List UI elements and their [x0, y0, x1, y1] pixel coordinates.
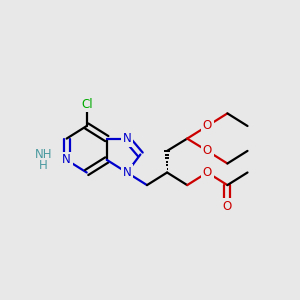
Text: NH: NH — [35, 148, 52, 161]
Text: N: N — [122, 132, 131, 145]
Text: O: O — [203, 166, 212, 179]
Text: Cl: Cl — [81, 98, 92, 111]
Text: N: N — [62, 153, 71, 167]
Text: N: N — [122, 166, 131, 179]
Text: O: O — [223, 200, 232, 213]
Text: O: O — [203, 119, 212, 133]
Text: O: O — [203, 144, 212, 158]
Text: H: H — [39, 159, 48, 172]
